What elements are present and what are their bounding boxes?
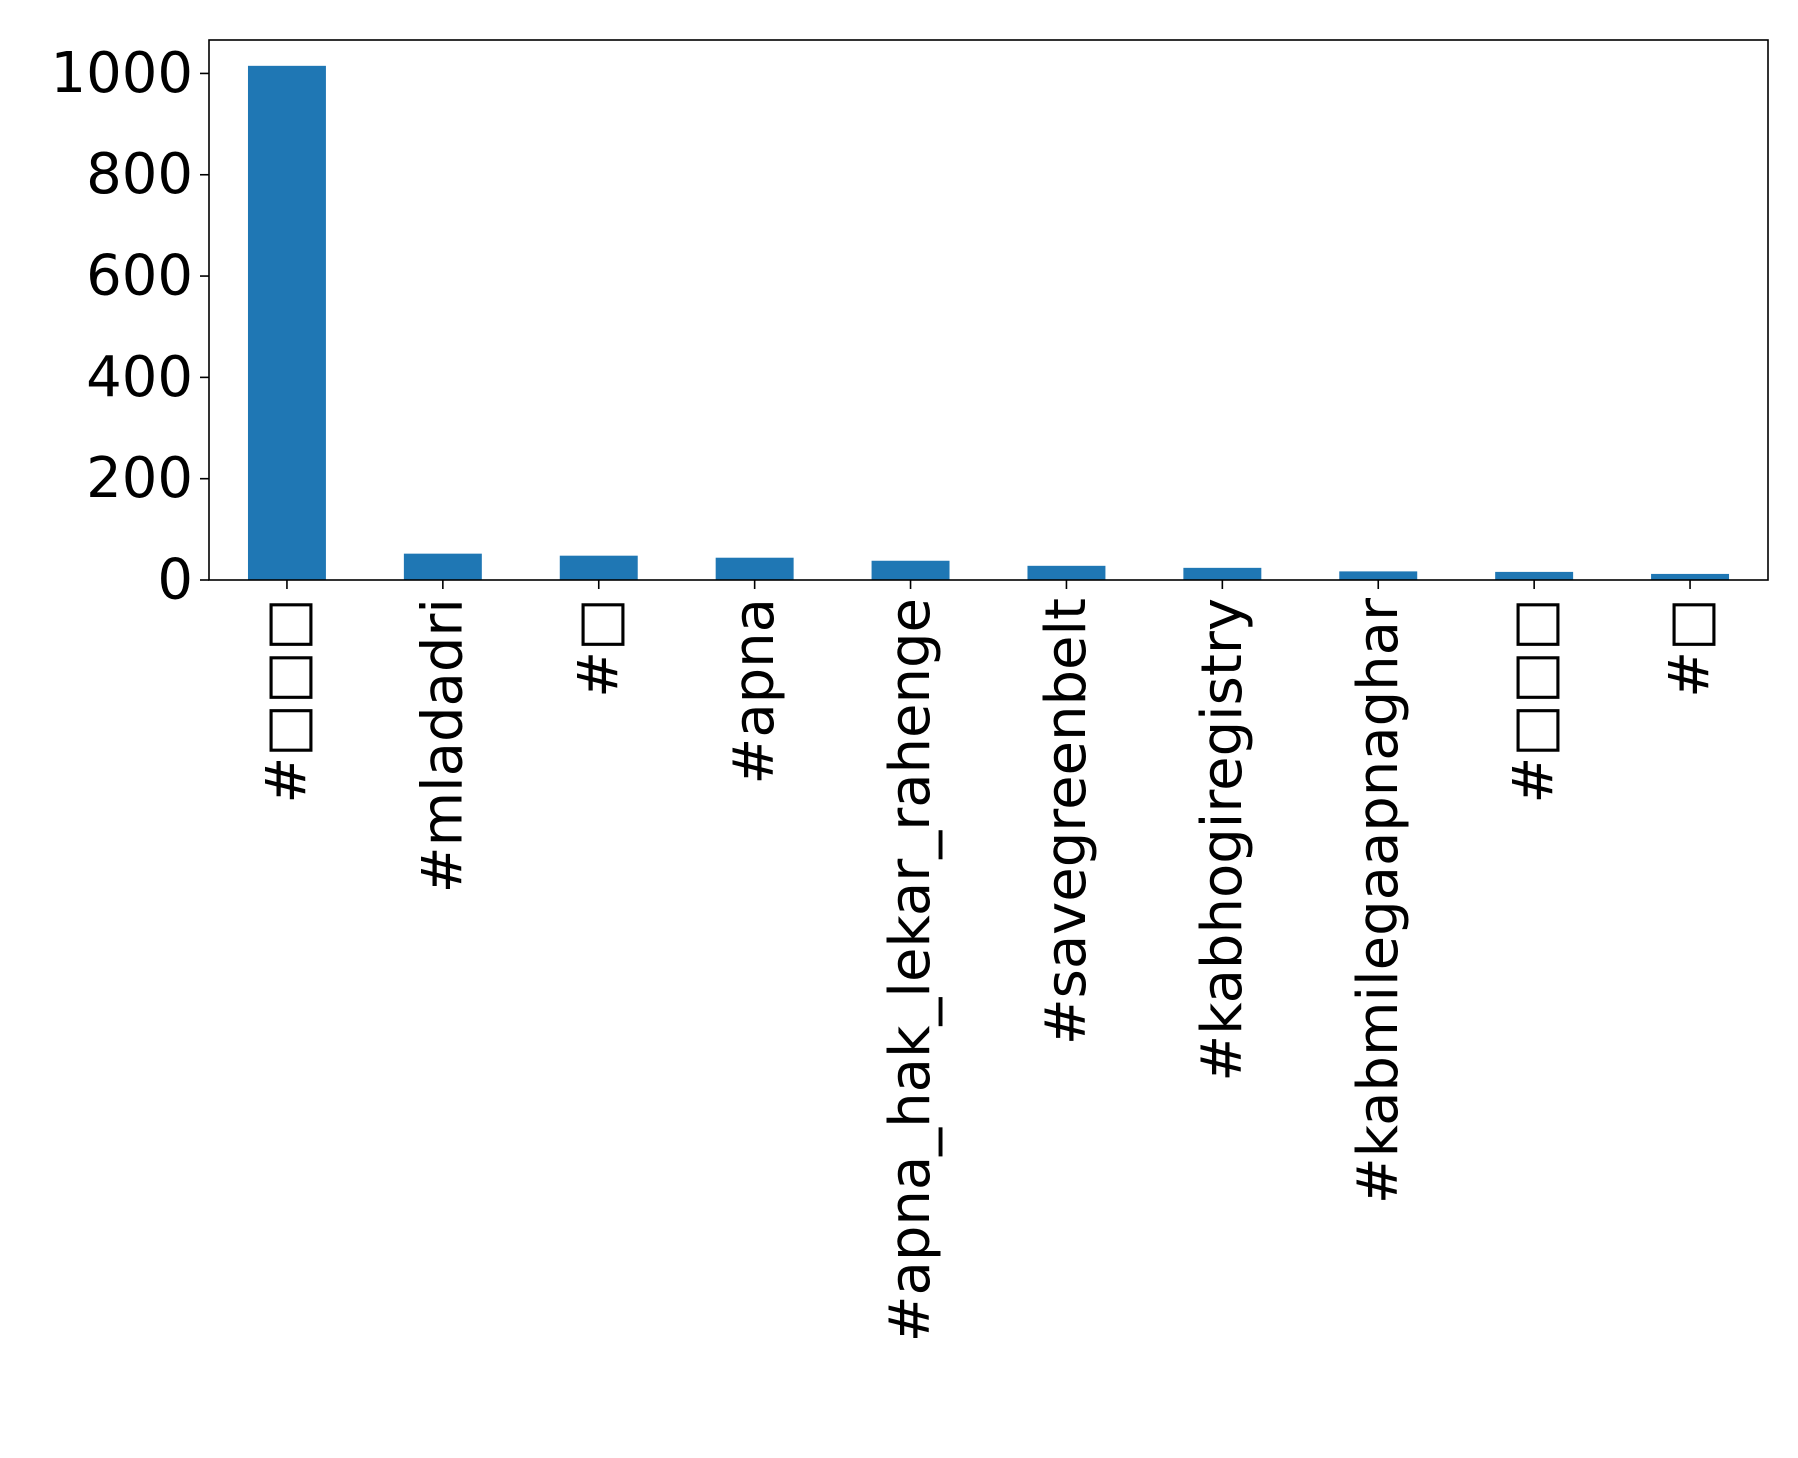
- y-axis: 0 200 400 600 800 1000: [50, 41, 209, 613]
- y-tick-label: 200: [86, 446, 193, 511]
- x-tick-label: #apna_hak_lekar_rahenge: [878, 598, 943, 1342]
- x-tick-label: #kabhogiregistry: [1190, 598, 1255, 1082]
- bar: [247, 65, 326, 580]
- x-tick-label: #apna: [722, 598, 787, 785]
- bar: [559, 555, 638, 580]
- x-axis: #□□□ #mladadri #□ #apna #apna_hak_lekar_rahe…: [254, 580, 1723, 1342]
- bar: [1651, 573, 1730, 580]
- plot-frame: [208, 39, 1769, 581]
- bar: [715, 557, 794, 580]
- x-tick-label: #kabmilegaapnaghar: [1346, 597, 1411, 1204]
- bars-layer: [247, 65, 1730, 580]
- y-tick-label: 600: [86, 244, 193, 309]
- bar: [1183, 567, 1262, 580]
- x-tick-label: #mladadri: [410, 598, 475, 893]
- bar: [1339, 571, 1418, 580]
- y-tick-label: 400: [86, 345, 193, 410]
- y-tick-label: 800: [86, 142, 193, 207]
- y-tick-label: 1000: [50, 41, 193, 106]
- x-tick-label: #□□□: [1502, 598, 1567, 804]
- x-tick-label: #□: [566, 598, 631, 698]
- bar: [403, 553, 482, 580]
- bar: [871, 560, 950, 580]
- x-tick-label: #savegreenbelt: [1034, 598, 1099, 1045]
- x-tick-label: #□: [1658, 598, 1723, 698]
- x-tick-label: #□□□: [254, 598, 319, 804]
- y-tick-label: 0: [157, 548, 193, 613]
- bar: [1495, 571, 1574, 580]
- bar: [1027, 565, 1106, 580]
